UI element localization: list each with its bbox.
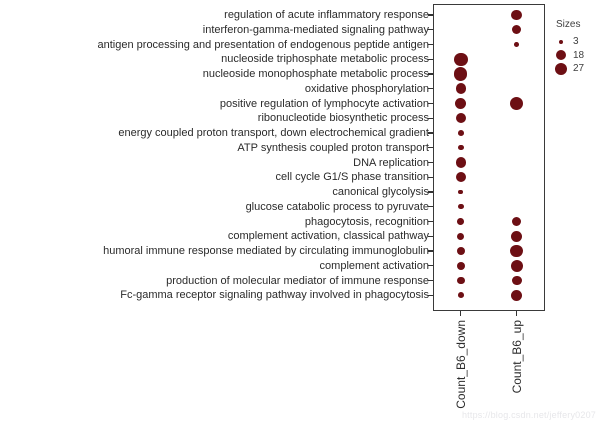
y-axis-tick bbox=[428, 294, 433, 296]
data-dot bbox=[456, 261, 465, 270]
legend-value-label: 3 bbox=[573, 36, 579, 48]
data-dot bbox=[512, 25, 522, 35]
y-axis-label: nucleoside triphosphate metabolic proces… bbox=[221, 53, 429, 66]
y-axis-label: antigen processing and presentation of e… bbox=[97, 38, 429, 51]
plot-panel bbox=[433, 4, 545, 311]
data-dot bbox=[457, 292, 464, 299]
x-axis-tick bbox=[516, 311, 518, 316]
data-dot bbox=[455, 98, 467, 109]
data-dot bbox=[512, 217, 522, 226]
legend-item: 27 bbox=[546, 62, 600, 76]
data-dot bbox=[511, 230, 523, 242]
legend-title: Sizes bbox=[556, 19, 581, 30]
y-axis-tick bbox=[428, 29, 433, 31]
data-dot bbox=[455, 83, 467, 95]
data-dot bbox=[511, 9, 523, 21]
y-axis-tick bbox=[428, 88, 433, 90]
y-axis-tick bbox=[428, 191, 433, 193]
data-dot bbox=[457, 232, 465, 240]
legend-dot-box bbox=[553, 39, 569, 44]
data-dot bbox=[510, 244, 523, 258]
y-axis-label: ATP synthesis coupled proton transport bbox=[237, 141, 429, 154]
y-axis-label: positive regulation of lymphocyte activa… bbox=[219, 97, 429, 110]
y-axis-tick bbox=[428, 161, 433, 164]
watermark: https://blog.csdn.net/jeffery0207 bbox=[461, 410, 596, 420]
data-dot bbox=[510, 96, 524, 111]
data-dot bbox=[456, 247, 465, 255]
legend-item: 3 bbox=[546, 35, 600, 49]
data-dot bbox=[511, 275, 522, 286]
y-axis-tick bbox=[428, 58, 433, 60]
data-dot bbox=[457, 130, 464, 136]
y-axis-tick bbox=[428, 206, 433, 208]
y-axis-label: oxidative phosphorylation bbox=[304, 82, 429, 95]
y-axis-tick bbox=[428, 176, 433, 178]
y-axis-label: DNA replication bbox=[353, 156, 429, 169]
y-axis-tick bbox=[428, 250, 433, 252]
legend-item: 18 bbox=[546, 49, 600, 63]
data-dot bbox=[458, 189, 464, 195]
x-axis-label: Count_B6_down bbox=[453, 320, 468, 409]
y-axis-label: nucleoside monophosphate metabolic proce… bbox=[202, 68, 429, 80]
y-axis-tick bbox=[428, 102, 433, 105]
legend-dot bbox=[554, 62, 568, 75]
y-axis-label: production of molecular mediator of immu… bbox=[166, 274, 429, 287]
legend-dot-box bbox=[553, 50, 569, 61]
y-axis-label: canonical glycolysis bbox=[332, 186, 429, 198]
legend-items: 3 18 27 bbox=[546, 35, 600, 76]
y-axis-label: ribonucleotide biosynthetic process bbox=[257, 112, 429, 125]
y-axis-label: glucose catabolic process to pyruvate bbox=[245, 200, 429, 213]
data-dot bbox=[510, 259, 523, 272]
legend-dot bbox=[558, 39, 564, 44]
y-axis-label: complement activation bbox=[319, 259, 429, 272]
legend-value-label: 18 bbox=[573, 49, 585, 61]
y-axis-label: energy coupled proton transport, down el… bbox=[118, 127, 429, 139]
y-axis-label: Fc-gamma receptor signaling pathway invo… bbox=[120, 289, 429, 302]
legend-dot-box bbox=[553, 62, 569, 75]
y-axis-label: regulation of acute inflammatory respons… bbox=[224, 9, 429, 21]
data-dot bbox=[455, 172, 466, 183]
y-axis-label: interferon-gamma-mediated signaling path… bbox=[202, 23, 429, 36]
data-dot bbox=[454, 67, 468, 81]
y-axis-tick bbox=[428, 73, 433, 75]
legend-dot bbox=[555, 50, 567, 61]
y-axis-tick bbox=[428, 117, 433, 119]
data-dot bbox=[514, 42, 520, 47]
data-dot bbox=[457, 218, 465, 225]
y-axis-label: cell cycle G1/S phase transition bbox=[275, 171, 429, 184]
data-dot bbox=[455, 113, 466, 124]
x-axis-label: Count_B6_up bbox=[509, 320, 524, 394]
data-dot bbox=[511, 289, 523, 301]
y-axis-tick bbox=[428, 279, 433, 282]
data-dot bbox=[456, 276, 465, 285]
legend-value-label: 27 bbox=[573, 63, 585, 75]
y-axis-tick bbox=[428, 132, 433, 134]
x-axis-tick bbox=[460, 311, 462, 316]
y-axis-tick bbox=[428, 147, 433, 149]
y-axis-tick bbox=[428, 235, 433, 237]
y-axis-tick bbox=[428, 265, 433, 267]
y-axis-label: complement activation, classical pathway bbox=[227, 230, 429, 243]
y-axis-tick bbox=[428, 220, 433, 223]
data-dot bbox=[454, 52, 468, 66]
data-dot bbox=[455, 157, 467, 168]
y-axis-label: phagocytosis, recognition bbox=[304, 215, 429, 228]
data-dot bbox=[458, 204, 464, 210]
data-dot bbox=[458, 145, 464, 151]
y-axis-tick bbox=[428, 43, 433, 46]
y-axis-tick bbox=[428, 14, 433, 16]
size-legend: Sizes 3 18 27 bbox=[546, 19, 600, 76]
y-axis-label: humoral immune response mediated by circ… bbox=[103, 245, 429, 257]
